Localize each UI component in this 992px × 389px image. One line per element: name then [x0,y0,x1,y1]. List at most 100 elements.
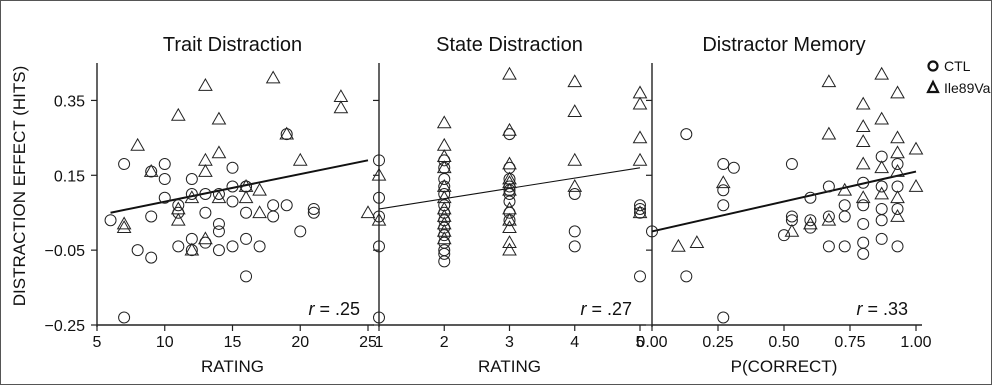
ile89val-point [502,235,517,249]
ile89val-point [502,182,517,196]
x-tick-label: 5 [93,334,102,351]
legend-circle-icon [927,60,939,72]
ctl-point [438,255,451,268]
ctl-point [717,158,730,171]
trend-line [110,159,369,214]
ile89val-point [436,208,452,222]
ile89val-point [143,164,159,177]
ctl-point [822,210,835,223]
ctl-point [212,225,225,238]
ctl-point [145,210,158,223]
ile89val-point [855,156,871,170]
panel-title: Trait Distraction [163,34,302,56]
ile89val-point [689,235,705,249]
ile89val-point [855,119,871,133]
ile89val-point [502,156,517,170]
y-tick-label: 0.35 [54,93,85,110]
ctl-point [267,210,280,223]
ctl-point [891,240,904,253]
ile89val-point [715,175,731,189]
ctl-point [875,202,888,215]
x-tick-label: 0.25 [702,334,733,351]
ctl-point [875,232,888,245]
ctl-point [778,229,790,242]
ile89val-point [671,238,686,252]
ctl-point [373,191,385,204]
ctl-point [158,191,171,204]
ctl-point [373,210,385,223]
ile89val-point [784,223,800,237]
x-tick-label: 0.50 [768,334,799,351]
ile89val-point [238,190,254,204]
ctl-point [240,232,253,245]
y-tick-label: −0.05 [45,243,86,260]
ile89val-point [184,242,200,256]
ile89val-point [632,85,648,99]
ctl-point [804,191,817,204]
ile89val-point [333,89,349,103]
ile89val-point [890,85,905,99]
ctl-point [212,217,225,230]
ctl-point [568,188,581,200]
panel-title: Distractor Memory [702,34,865,56]
ctl-point [373,240,385,253]
x-axis-label: RATING [478,357,541,376]
ile89val-point [170,107,186,121]
ile89val-point [292,152,308,166]
ctl-point [226,240,239,253]
ile89val-point [265,70,281,84]
ile89val-point [803,216,818,230]
ctl-point [680,270,693,283]
ctl-point [568,225,581,238]
ile89val-point [632,130,648,144]
ile89val-point [252,205,267,219]
ctl-point [634,270,646,283]
ctl-point [717,199,730,212]
ile89val-point [908,179,924,192]
x-tick-label: 3 [505,334,514,351]
ctl-point [373,311,385,324]
ile89val-point [130,137,146,151]
ctl-point [104,214,117,227]
ctl-point [717,311,730,324]
ctl-point [857,247,870,260]
ile89val-point [436,216,452,230]
ile89val-point [436,160,452,174]
r-annotation: r = .27 [580,299,632,319]
ile89val-point [632,96,648,110]
ctl-point [891,158,904,171]
panel-2: State Distraction 1 2 3 4 5 RATING r = .27 [371,34,648,376]
ile89val-point [874,66,890,80]
ctl-point [634,199,646,212]
r-annotation: r = .25 [308,299,360,319]
ctl-point [280,199,293,212]
x-axis-label: RATING [201,357,264,376]
ile89val-point [821,126,837,140]
ile89val-point [436,149,452,162]
ctl-point [438,247,451,260]
ctl-point [785,210,798,223]
ile89val-point [252,182,267,196]
ile89val-point [198,152,213,166]
legend: CTL Ile89Val [926,58,992,96]
ile89val-point [116,216,132,230]
ile89val-point [855,134,871,147]
r-annotation: r = .33 [856,299,908,319]
ctl-point [838,199,851,212]
ile89val-point [502,212,517,226]
ctl-point [212,244,225,257]
ile89val-point [874,186,890,200]
ile89val-point [821,74,837,88]
ile89val-point [890,208,905,222]
ctl-point [717,184,730,197]
ile89val-point [333,100,349,114]
ile89val-point [436,137,452,151]
ctl-point [294,225,307,238]
ile89val-point [371,212,387,226]
ctl-point [199,206,212,219]
ile89val-point [567,179,583,192]
ctl-point [267,199,280,212]
ctl-point [727,161,740,174]
ile89val-point [874,111,890,125]
